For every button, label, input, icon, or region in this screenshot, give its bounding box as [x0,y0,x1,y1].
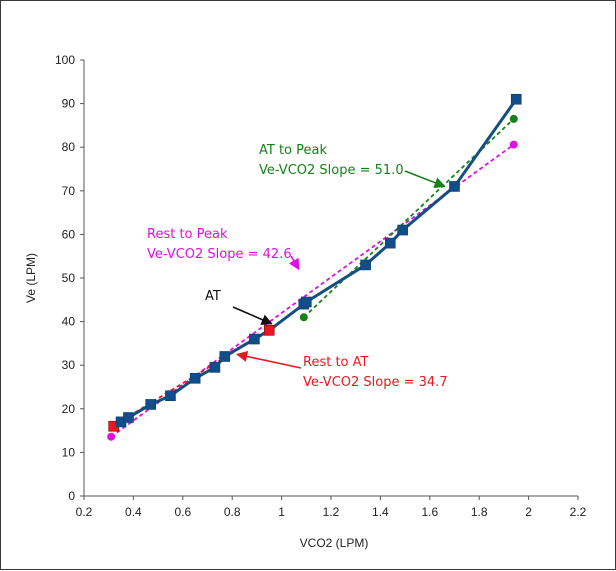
data-point [165,390,176,402]
at-to-peak-fit-endpoint [509,114,518,123]
annotation-arrow [232,306,273,325]
x-tick-label: 0.8 [224,505,241,519]
x-axis-title: VCO2 (LPM) [300,536,369,550]
y-tick-label: 80 [62,140,76,154]
annotation-line: AT [205,289,221,304]
data-point [300,296,312,308]
y-tick-label: 0 [68,489,75,503]
ve-vco2-series [108,93,522,432]
data-point [397,224,408,236]
data-point [384,237,396,249]
y-tick-label: 60 [62,227,76,241]
annotation-at: AT [205,289,221,304]
x-tick-label: 0.4 [125,505,142,519]
data-point [449,181,460,192]
data-point [209,362,221,373]
data-point [360,259,371,271]
rest-to-peak-fit-endpoint [107,432,116,441]
annotation-line: Rest to Peak [147,227,228,242]
annotation-line: Ve-VCO2 Slope = 42.6 [147,247,292,262]
x-tick-label: 0.2 [76,505,93,519]
x-tick-label: 1.2 [323,505,340,519]
y-tick-label: 30 [62,358,76,372]
annotation-line: Ve-VCO2 Slope = 51.0 [259,163,404,178]
y-tick-label: 40 [62,315,76,329]
x-tick-label: 2 [525,505,532,519]
data-point [249,333,260,345]
annotation-line: AT to Peak [259,143,327,158]
y-tick-label: 100 [55,53,75,67]
x-tick-label: 1.6 [421,505,438,519]
annotation-rest-to-at: Rest to AT Ve-VCO2 Slope = 34.7 [303,355,448,390]
x-tick-labels: 0.2 0.4 0.6 0.8 1 1.2 1.4 1.6 1.8 2 2.2 [76,496,587,519]
annotation-line: Rest to AT [303,355,369,370]
annotation-arrows [232,170,446,369]
y-tick-label: 20 [62,402,76,416]
x-tick-label: 0.6 [174,505,191,519]
highlight-point [263,325,275,336]
data-point [145,399,156,410]
at-to-peak-fit-endpoint [299,313,308,322]
y-tick-label: 50 [62,271,76,285]
data-point [189,372,201,384]
rest-to-peak-fit-endpoint [509,140,518,149]
y-tick-labels: 0 10 20 30 40 50 60 70 80 90 100 [55,53,84,503]
x-tick-label: 2.2 [570,505,587,519]
x-tick-label: 1.8 [471,505,488,519]
data-point [510,93,522,105]
annotations: AT to Peak Ve-VCO2 Slope = 51.0 Rest to … [147,143,448,390]
annotation-line: Ve-VCO2 Slope = 34.7 [303,375,448,390]
annotation-arrow [236,350,302,369]
y-axis-title: Ve (LPM) [24,253,38,303]
annotation-rest-to-peak: Rest to Peak Ve-VCO2 Slope = 42.6 [147,227,292,262]
annotation-at-to-peak: AT to Peak Ve-VCO2 Slope = 51.0 [259,143,404,178]
y-tick-label: 10 [62,445,76,459]
y-tick-label: 70 [62,184,76,198]
annotation-arrow [404,170,446,188]
y-tick-label: 90 [62,97,76,111]
data-point [219,351,231,362]
axes [83,60,578,497]
annotation-arrow [288,255,300,271]
x-tick-label: 1.4 [372,505,389,519]
data-point [123,412,134,423]
x-tick-label: 1 [278,505,285,519]
